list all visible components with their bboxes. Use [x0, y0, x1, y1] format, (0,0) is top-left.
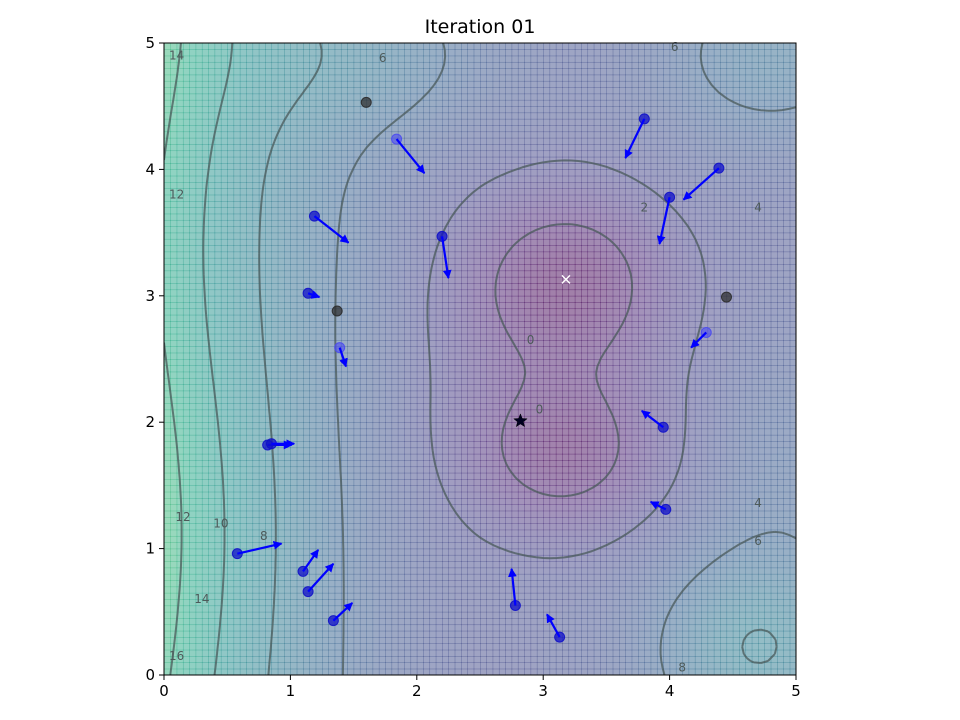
- velocity-arrow: [237, 541, 283, 555]
- contour-labels: 14 6 6 12 2 4 0 0 4 6 12 10 8 14 16 8: [169, 40, 762, 675]
- velocity-arrow: [624, 118, 646, 159]
- particle-point: [360, 96, 372, 108]
- velocity-arrow: [546, 613, 561, 638]
- particle-point: [660, 503, 672, 515]
- velocity-arrow: [508, 567, 517, 606]
- velocity-arrow: [302, 549, 320, 572]
- contour-label: 6: [379, 51, 387, 65]
- x-tick-label: 1: [286, 682, 296, 700]
- velocity-arrow: [338, 347, 348, 368]
- contour-label: 8: [260, 529, 268, 543]
- contour-label: 8: [678, 660, 686, 674]
- velocity-arrow: [649, 500, 667, 511]
- y-tick-label: 1: [145, 540, 155, 558]
- contour-label: 12: [175, 510, 190, 524]
- contour-line-0: [494, 223, 634, 498]
- y-tick-label: 4: [145, 160, 155, 178]
- contour-label: 14: [194, 592, 209, 606]
- contour-label: 0: [527, 333, 535, 347]
- x-tick-label: 4: [665, 682, 675, 700]
- best-markers: [513, 274, 571, 428]
- velocity-arrow: [395, 138, 426, 174]
- contour-lines: [164, 43, 796, 675]
- contour-label: 2: [640, 200, 648, 214]
- velocity-arrow: [690, 331, 708, 349]
- y-tick-label: 0: [145, 666, 155, 684]
- best-particle-star: [513, 413, 528, 428]
- y-tick-label: 2: [145, 413, 155, 431]
- contour-line-2: [426, 159, 707, 560]
- contour-label: 16: [169, 649, 184, 663]
- particle-point: [331, 305, 343, 317]
- contour-label: 6: [754, 534, 762, 548]
- particle-point: [720, 291, 732, 303]
- chart-title: Iteration 01: [425, 16, 536, 38]
- x-tick-label: 0: [159, 682, 169, 700]
- contour-label: 0: [536, 403, 544, 417]
- global-best-marker: [561, 274, 571, 284]
- x-tick-label: 2: [412, 682, 422, 700]
- contour-line-10: [164, 43, 183, 675]
- velocity-arrow: [307, 563, 335, 593]
- velocity-arrow: [656, 196, 671, 245]
- y-tick-label: 5: [145, 34, 155, 52]
- x-tick-label: 5: [791, 682, 801, 700]
- velocity-arrow: [332, 602, 354, 622]
- velocity-arrow: [440, 236, 452, 279]
- velocity-arrow: [682, 167, 720, 201]
- contour-label: 10: [213, 516, 228, 530]
- velocity-arrow: [641, 409, 664, 429]
- contour-line-6: [258, 43, 778, 675]
- heatmap-field: [164, 43, 796, 675]
- x-tick-label: 3: [538, 682, 548, 700]
- plot-frame: [163, 42, 797, 676]
- contour-line-4: [334, 43, 796, 675]
- velocity-arrow: [313, 215, 350, 244]
- contour-label: 6: [671, 40, 679, 54]
- contour-label: 4: [754, 200, 762, 214]
- contour-line-8: [202, 43, 234, 675]
- contour-label: 12: [169, 188, 184, 202]
- contour-label: 14: [169, 49, 184, 63]
- velocity-arrow: [307, 290, 321, 299]
- particles: [231, 96, 732, 643]
- y-tick-label: 3: [145, 287, 155, 305]
- contour-label: 4: [754, 496, 762, 510]
